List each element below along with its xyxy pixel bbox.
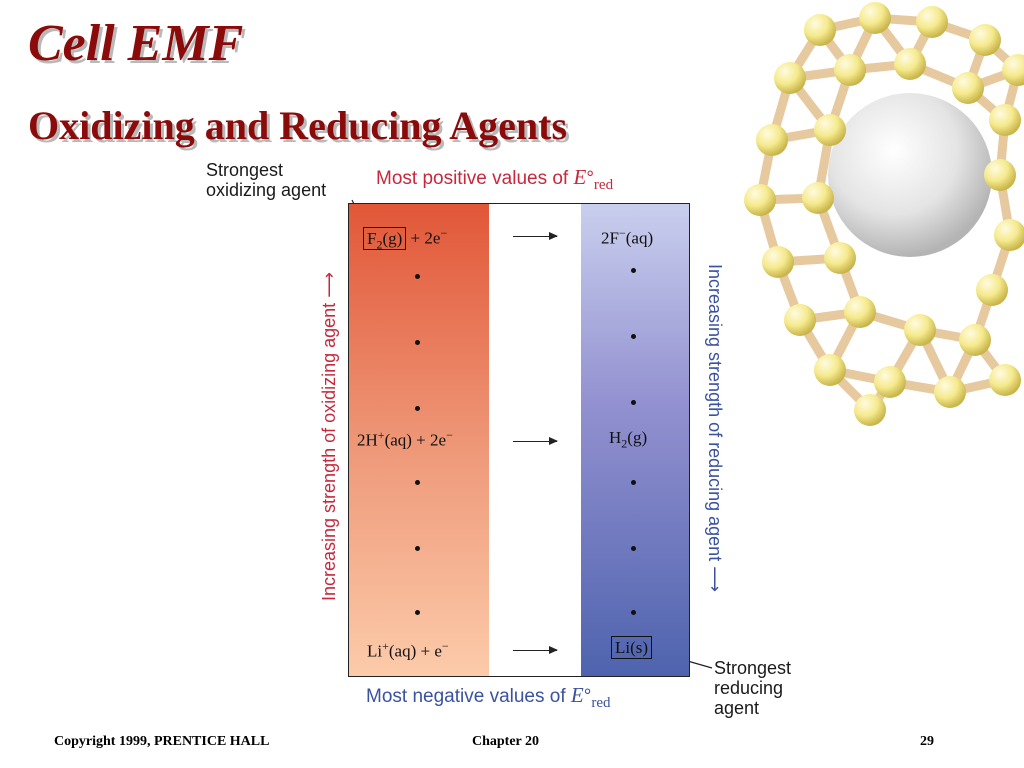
- row-2-left-species: 2H+(aq) + 2e−: [357, 428, 453, 450]
- row-2-right-species: H2(g): [609, 428, 648, 451]
- reduction-table-panel: F2(g) + 2e− 2F−(aq) 2H+(aq) + 2e− H2(g) …: [348, 203, 690, 677]
- slide-subtitle: Oxidizing and Reducing Agents: [28, 103, 568, 148]
- buckyball-atom: [784, 304, 816, 336]
- ellipsis-dot: [631, 480, 636, 485]
- ellipsis-dot: [631, 546, 636, 551]
- buckyball-atom: [844, 296, 876, 328]
- buckyball-atom: [774, 62, 806, 94]
- buckyball-atom: [934, 376, 966, 408]
- buckyball-atom: [814, 354, 846, 386]
- buckyball-atom: [916, 6, 948, 38]
- most-positive-label: Most positive values of E°red: [376, 165, 614, 193]
- buckyball-atom: [1002, 54, 1024, 86]
- buckyball-molecule-image: [744, 2, 1024, 426]
- row-3-left-species: Li+(aq) + e−: [367, 639, 449, 661]
- row-1-arrow: [513, 232, 558, 240]
- strongest-reducing-agent-label: Strongest reducing agent: [714, 658, 791, 718]
- annotation-line: Strongest: [714, 658, 792, 678]
- buckyball-atom: [959, 324, 991, 356]
- buckyball-atom: [756, 124, 788, 156]
- buckyball-atom: [989, 104, 1021, 136]
- buckyball-atom: [744, 184, 776, 216]
- buckyball-atom: [804, 14, 836, 46]
- footer-page-number: 29: [920, 734, 934, 749]
- ellipsis-dot: [631, 268, 636, 273]
- annotation-line: agent: [714, 698, 760, 718]
- row-3-right-species: Li(s): [611, 636, 653, 659]
- reducing-strength-axis-label: Increasing strength of reducing agent ⟶: [705, 263, 725, 592]
- oxidizing-agent-column: [349, 204, 489, 676]
- buckyball-atom: [952, 72, 984, 104]
- ellipsis-dot: [415, 480, 420, 485]
- buckyball-atom: [762, 246, 794, 278]
- buckyball-atom: [814, 114, 846, 146]
- buckyball-atom: [834, 54, 866, 86]
- buckyball-atom: [984, 159, 1016, 191]
- buckyball-atom: [904, 314, 936, 346]
- buckyball-atom: [894, 48, 926, 80]
- ellipsis-dot: [415, 406, 420, 411]
- most-negative-label: Most negative values of E°red: [366, 683, 611, 711]
- annotation-line: oxidizing agent: [206, 180, 327, 200]
- slide-title: Cell EMF: [28, 15, 244, 72]
- strongest-oxidizing-agent-label: Strongest oxidizing agent: [206, 160, 326, 200]
- buckyball-atom: [976, 274, 1008, 306]
- row-1-left-species: F2(g) + 2e−: [363, 226, 447, 252]
- buckyball-atom: [824, 242, 856, 274]
- buckyball-atom: [874, 366, 906, 398]
- buckyball-atom: [969, 24, 1001, 56]
- footer-copyright: Copyright 1999, PRENTICE HALL: [54, 734, 270, 749]
- buckyball-atom: [989, 364, 1021, 396]
- row-2-arrow: [513, 437, 558, 445]
- footer-chapter: Chapter 20: [472, 734, 540, 749]
- annotation-line: reducing: [714, 678, 784, 698]
- ellipsis-dot: [631, 400, 636, 405]
- reducing-agent-column: [581, 204, 689, 676]
- buckyball-atom: [854, 394, 886, 426]
- ellipsis-dot: [631, 610, 636, 615]
- buckyball-atom: [994, 219, 1024, 251]
- oxidizing-strength-axis-label: Increasing strength of oxidizing agent ⟶: [319, 272, 339, 602]
- ellipsis-dot: [415, 610, 420, 615]
- ellipsis-dot: [415, 274, 420, 279]
- ellipsis-dot: [415, 546, 420, 551]
- buckyball-atom: [802, 182, 834, 214]
- row-3-arrow: [513, 646, 558, 654]
- ellipsis-dot: [415, 340, 420, 345]
- row-1-right-species: 2F−(aq): [601, 226, 654, 248]
- annotation-line: Strongest: [206, 160, 284, 180]
- buckyball-atom: [859, 2, 891, 34]
- ellipsis-dot: [631, 334, 636, 339]
